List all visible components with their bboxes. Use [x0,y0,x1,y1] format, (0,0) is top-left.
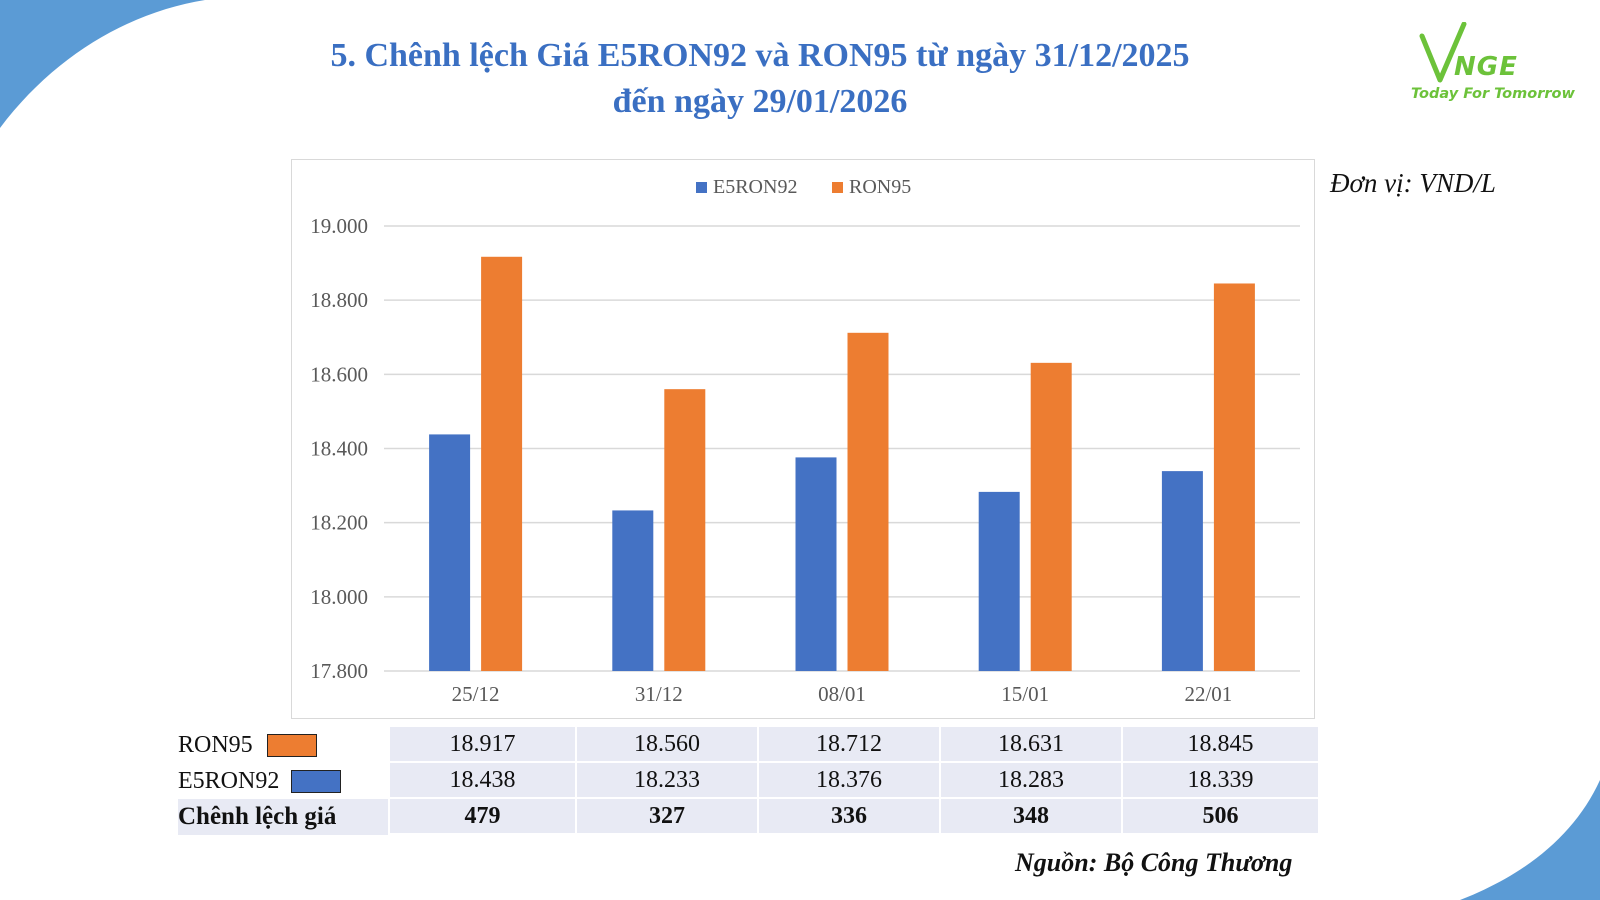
bar-ron95 [1213,283,1255,671]
title-line-2: đến ngày 29/01/2026 [612,83,908,120]
legend-marker-ron95 [832,182,843,193]
legend-label-e5ron92: E5RON92 [713,176,797,198]
legend-label-ron95: RON95 [849,176,911,198]
table-row-e5ron92: E5RON92 18.438 18.233 18.376 18.283 18.3… [178,763,1318,799]
table-cell: 506 [1121,799,1318,835]
y-tick-label: 18.200 [310,511,368,535]
source-note: Nguồn: Bộ Công Thương [1015,848,1293,877]
y-tick-label: 18.800 [310,288,368,312]
table-cell: 18.438 [388,763,575,799]
table-cell: 479 [388,799,575,835]
x-tick-label: 22/01 [1184,682,1232,706]
page-title: 5. Chênh lệch Giá E5RON92 và RON95 từ ng… [210,33,1310,125]
bar-ron95 [847,332,889,671]
table-cell: 18.917 [388,727,575,763]
legend-swatch-e5ron92 [291,769,342,793]
bar-e5ron92 [429,434,471,671]
y-tick-label: 19.000 [310,214,368,238]
corner-decoration-bottom-right [1460,780,1600,900]
table-row-price-difference: Chênh lệch giá 479 327 336 348 506 [178,799,1318,835]
x-tick-label: 08/01 [818,682,866,706]
corner-decoration-top-left [0,0,205,128]
table-cell: 18.845 [1121,727,1318,763]
bar-chart: 17.800 18.000 18.200 18.400 18.600 18.800 19.0… [310,176,1300,706]
chart-frame: 17.800 18.000 18.200 18.400 18.600 18.800 19.0… [291,159,1315,719]
bar-e5ron92 [612,510,654,671]
y-tick-label: 18.000 [310,585,368,609]
x-tick-label: 15/01 [1001,682,1049,706]
table-cell: 18.560 [575,727,757,763]
row-label-price-difference: Chênh lệch giá [178,799,388,835]
y-tick-label: 17.800 [310,659,368,683]
bar-ron95 [1030,362,1072,671]
table-cell: 18.339 [1121,763,1318,799]
logo-v-mark-icon [1419,22,1467,83]
row-label-ron95: RON95 [178,727,388,763]
table-cell: 348 [939,799,1121,835]
table-cell: 18.376 [757,763,939,799]
legend-swatch-ron95 [266,733,317,757]
bar-e5ron92 [978,491,1020,671]
logo-tagline: Today For Tomorrow [1411,86,1575,102]
row-label-e5ron92: E5RON92 [178,763,388,799]
table-cell: 18.631 [939,727,1121,763]
bar-e5ron92 [1161,471,1203,671]
table-cell: 18.233 [575,763,757,799]
vnge-logo: NGE Today For Tomorrow [1400,22,1580,112]
table-cell: 327 [575,799,757,835]
x-tick-label: 31/12 [635,682,683,706]
bar-ron95 [481,256,523,671]
y-tick-label: 18.600 [310,362,368,386]
logo-wordmark: NGE [1454,52,1518,82]
price-table: RON95 18.917 18.560 18.712 18.631 18.845… [178,727,1318,835]
title-line-1: 5. Chênh lệch Giá E5RON92 và RON95 từ ng… [330,37,1190,74]
unit-label: Đơn vị: VND/L [1330,168,1496,198]
table-row-ron95: RON95 18.917 18.560 18.712 18.631 18.845 [178,727,1318,763]
bar-e5ron92 [795,457,837,671]
x-tick-label: 25/12 [452,682,500,706]
row-label-text: RON95 [178,731,253,758]
bar-ron95 [664,389,706,671]
table-cell: 18.283 [939,763,1121,799]
y-tick-label: 18.400 [310,437,368,461]
table-cell: 336 [757,799,939,835]
legend-marker-e5ron92 [696,182,707,193]
row-label-text: E5RON92 [178,767,280,794]
table-cell: 18.712 [757,727,939,763]
